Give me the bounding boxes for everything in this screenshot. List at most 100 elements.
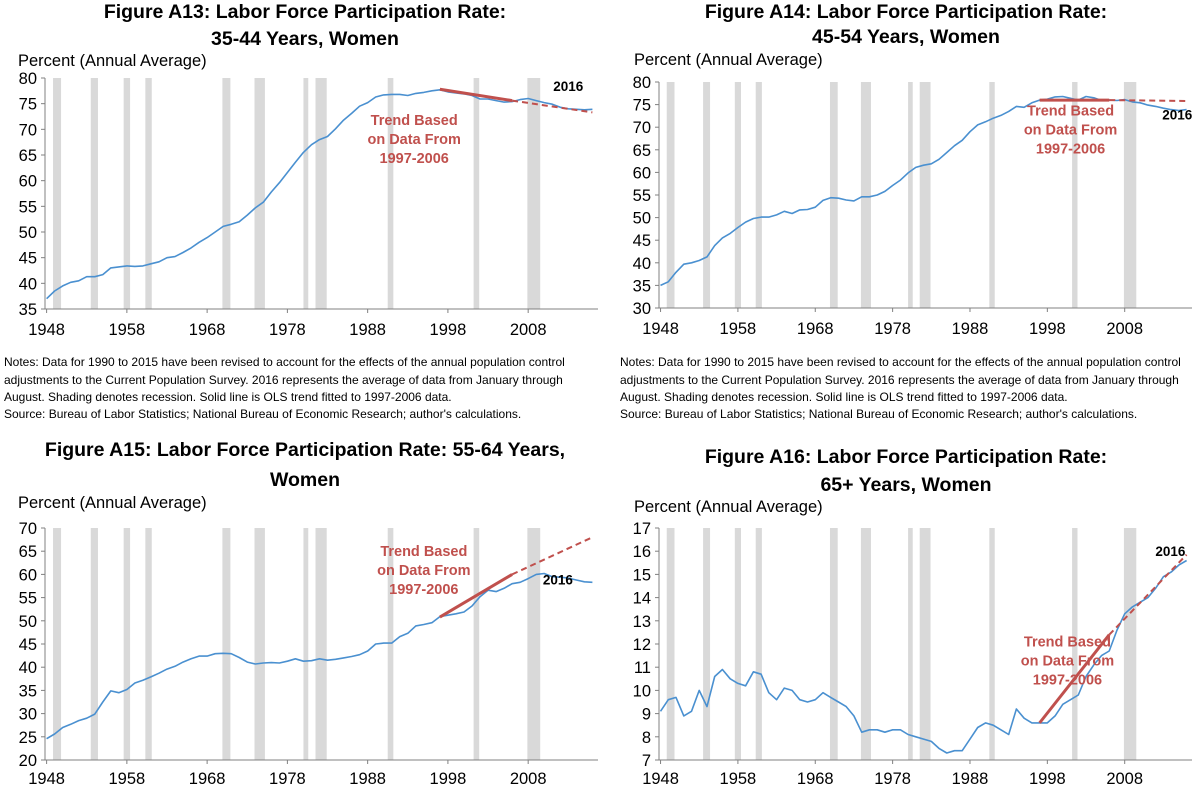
y-tick-label: 25 (19, 729, 37, 747)
chart-svg-a15: 20 25 30 35 40 45 50 55 60 65 70 1948 1958 1968 1978 19… (19, 520, 598, 788)
participation-rate-line (659, 559, 1188, 754)
y-tick-label: 20 (19, 752, 37, 770)
trend-line-dashed (511, 536, 593, 576)
x-tick-label: 2008 (510, 321, 547, 339)
x-tick-label: 1988 (349, 770, 386, 788)
y-tick-label: 60 (19, 566, 37, 584)
recession-band (90, 528, 98, 760)
notes-line-3: August. Shading denotes recession. Solid… (620, 390, 1068, 404)
chart-title-line-1: Figure A15: Labor Force Participation Ra… (44, 439, 566, 461)
x-tick-label: 1998 (1029, 320, 1066, 338)
y-tick-label: 10 (633, 682, 651, 700)
x-tick-label: 1948 (642, 320, 679, 338)
recession-band (145, 528, 152, 760)
notes-line-1: Notes: Data for 1990 to 2015 have been r… (620, 355, 1181, 369)
y-tick-label: 7 (642, 752, 651, 770)
y-axis-label: Percent (Annual Average) (18, 52, 207, 70)
recession-band (53, 528, 62, 760)
trend-annotation-line: on Data From (1021, 653, 1114, 669)
y-tick-label: 70 (19, 121, 37, 139)
x-tick-label: 2008 (510, 770, 547, 788)
recession-band (222, 78, 231, 309)
x-tick-label: 1968 (189, 770, 226, 788)
y-tick-label: 70 (19, 520, 37, 538)
x-tick-label: 1978 (874, 770, 911, 788)
recession-band (703, 82, 711, 308)
x-tick-label: 1978 (874, 320, 911, 338)
recession-band (755, 528, 762, 760)
x-tick-label: 1968 (189, 321, 226, 339)
chart-title-line-2: 45-54 Years, Women (812, 26, 1000, 48)
chart-title-line-1: Figure A14: Labor Force Participation Ra… (704, 1, 1108, 23)
y-tick-label: 75 (633, 97, 651, 115)
y-tick-label: 30 (19, 706, 37, 724)
y-tick-label: 15 (633, 566, 651, 584)
x-tick-label: 1978 (269, 770, 306, 788)
y-tick-label: 45 (19, 250, 37, 268)
y-tick-label: 40 (633, 255, 651, 273)
y-tick-label: 13 (633, 613, 651, 631)
y-tick-label: 65 (19, 543, 37, 561)
recession-band (1123, 528, 1137, 760)
participation-rate-line (46, 572, 593, 740)
recession-band (755, 82, 762, 308)
y-tick-label: 50 (633, 210, 651, 228)
y-tick-label: 9 (642, 706, 651, 724)
recession-band (829, 82, 838, 308)
x-tick-label: 1988 (952, 770, 989, 788)
recession-band (989, 82, 995, 308)
trend-line-dashed (1109, 99, 1187, 102)
recession-band (53, 78, 62, 309)
recession-band (527, 78, 541, 309)
trend-annotation-line: 1997-2006 (1033, 672, 1102, 688)
year-2016-label: 2016 (553, 79, 584, 94)
x-tick-label: 1948 (642, 770, 679, 788)
notes-line-2: adjustments to the Current Population Su… (4, 373, 563, 387)
y-tick-label: 40 (19, 659, 37, 677)
recession-band (473, 78, 480, 309)
chart-title-line-2: 35-44 Years, Women (211, 28, 399, 50)
recession-band (527, 528, 541, 760)
x-tick-label: 1968 (797, 770, 834, 788)
y-tick-label: 50 (19, 613, 37, 631)
recession-band (254, 528, 265, 760)
y-tick-label: 12 (633, 636, 651, 654)
recession-band (315, 528, 327, 760)
figure-a15-panel: Figure A15: Labor Force Participation Ra… (0, 430, 610, 796)
y-tick-label: 35 (633, 277, 651, 295)
recession-band (908, 528, 913, 760)
y-tick-label: 14 (633, 590, 651, 608)
trend-line-dashed (1108, 553, 1188, 636)
recession-band (989, 528, 995, 760)
recession-band (90, 78, 98, 309)
trend-annotation-line: 1997-2006 (389, 582, 458, 598)
y-tick-label: 60 (19, 173, 37, 191)
recession-band (666, 528, 675, 760)
y-tick-label: 35 (19, 682, 37, 700)
trend-annotation-line: 1997-2006 (1036, 141, 1105, 157)
recession-band (860, 82, 871, 308)
x-tick-label: 1998 (430, 770, 467, 788)
y-tick-label: 80 (19, 70, 37, 88)
trend-line-solid (439, 87, 513, 103)
recession-band (734, 82, 741, 308)
trend-annotation-line: Trend Based (1027, 103, 1114, 119)
y-tick-label: 17 (633, 520, 651, 538)
y-axis-label: Percent (Annual Average) (634, 51, 823, 69)
y-tick-label: 65 (633, 142, 651, 160)
y-tick-label: 70 (633, 119, 651, 137)
x-tick-label: 1988 (952, 320, 989, 338)
year-2016-label: 2016 (1155, 544, 1186, 559)
y-tick-label: 55 (19, 590, 37, 608)
x-tick-label: 1958 (109, 770, 146, 788)
y-tick-label: 40 (19, 275, 37, 293)
recession-band (829, 528, 838, 760)
y-tick-label: 80 (633, 74, 651, 92)
chart-svg-a16: 7 8 9 10 11 12 13 14 15 16 17 1948 1958 1968 1978 1988 1… (633, 520, 1192, 788)
trend-annotation-line: Trend Based (380, 544, 467, 560)
y-tick-label: 60 (633, 164, 651, 182)
source-line: Source: Bureau of Labor Statistics; Nati… (4, 407, 522, 421)
trend-line-solid (439, 573, 513, 619)
recession-band (315, 78, 327, 309)
x-tick-label: 1968 (797, 320, 834, 338)
